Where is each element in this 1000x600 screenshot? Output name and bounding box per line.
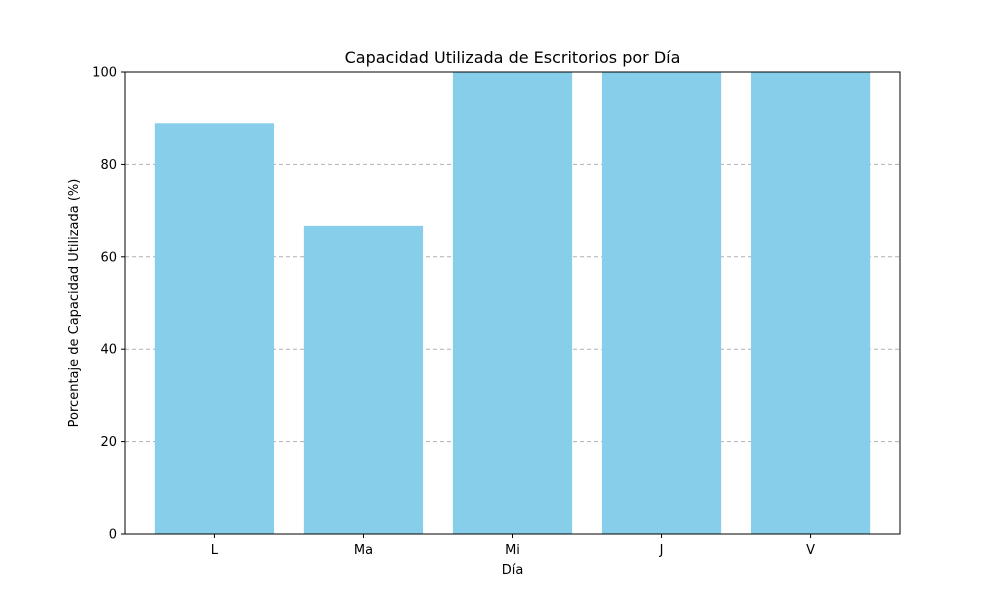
y-tick-label: 0: [109, 528, 117, 543]
y-tick-label: 60: [100, 250, 117, 265]
bars: [154, 72, 871, 535]
x-tick-label: L: [211, 543, 219, 558]
x-tick-label: J: [659, 543, 664, 558]
bar-mi: [452, 72, 573, 534]
y-tick-label: 20: [100, 435, 117, 450]
y-axis-label: Porcentaje de Capacidad Utilizada (%): [67, 179, 82, 428]
x-tick-label: Mi: [505, 543, 520, 558]
y-tick-label: 80: [100, 158, 117, 173]
x-tick-label: V: [806, 543, 815, 558]
y-axis-ticks: 0 20 40 60 80 100: [92, 66, 125, 543]
x-tick-label: Ma: [354, 543, 373, 558]
x-axis-label: Día: [502, 563, 524, 578]
y-tick-label: 100: [92, 66, 117, 81]
bar-l: [154, 123, 275, 535]
bar-v: [750, 72, 871, 534]
x-axis-ticks: L Ma Mi J V: [211, 534, 815, 558]
bar-j: [601, 72, 722, 534]
chart-title: Capacidad Utilizada de Escritorios por D…: [345, 48, 681, 67]
y-tick-label: 40: [100, 343, 117, 358]
bar-ma: [303, 225, 424, 534]
